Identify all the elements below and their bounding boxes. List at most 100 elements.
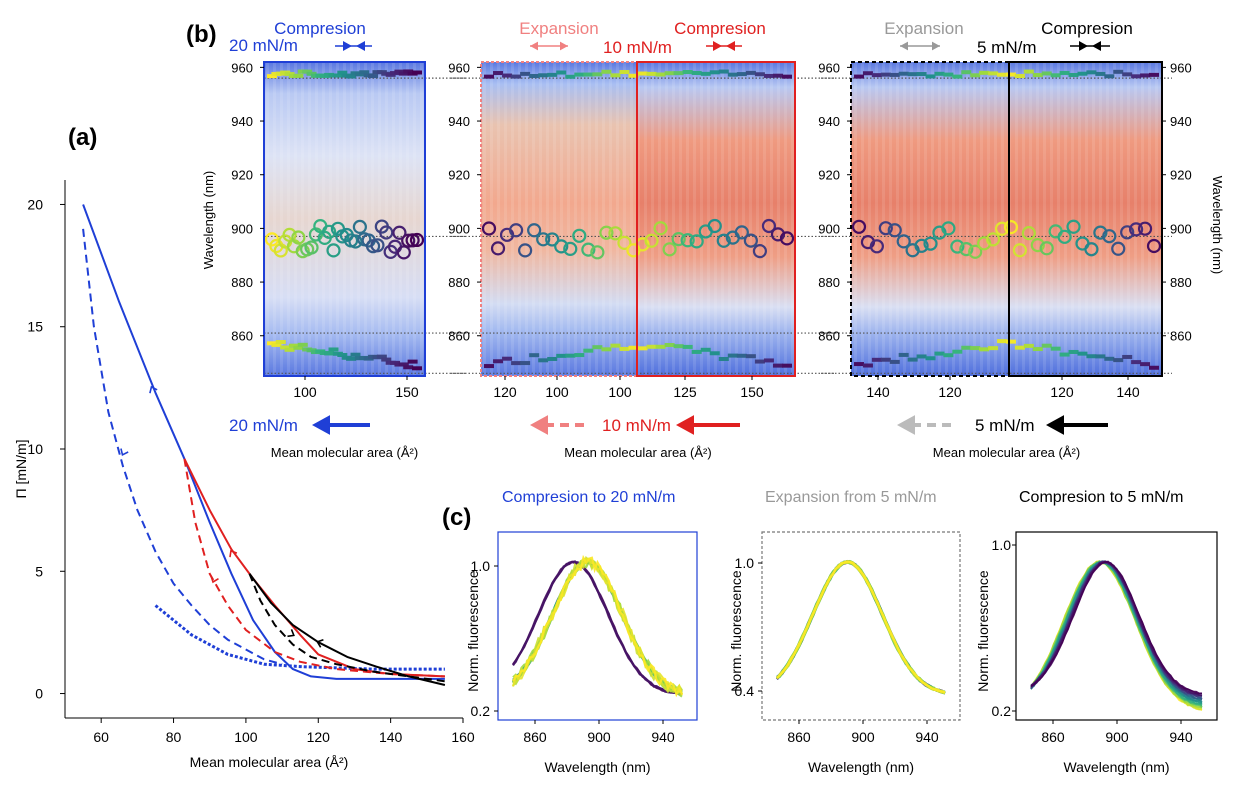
peak-marker-860 (646, 344, 657, 349)
peak-marker-860 (407, 359, 418, 364)
peak-marker-960 (359, 70, 370, 75)
panel-a: (a) 0 5 10 15 20 60 80 100 120 140 160 Mean molecula… (13, 124, 475, 770)
y-axis-label: Norm. fluorescence (728, 570, 744, 692)
peak-marker-860 (1149, 365, 1159, 370)
peak-marker-860 (1077, 351, 1088, 356)
y-tick-label-right: 940 (1170, 114, 1192, 129)
peak-marker-960 (1005, 72, 1016, 77)
peak-marker-960 (592, 72, 603, 77)
y-tick-label: 15 (27, 319, 43, 335)
peak-marker-960 (1104, 74, 1115, 79)
peak-marker-860 (337, 352, 348, 357)
peak-marker-960 (547, 72, 558, 77)
peak-marker-900 (581, 242, 596, 257)
peak-marker-860 (709, 351, 720, 356)
y-tick-label: 5 (35, 563, 43, 579)
pressure-arrow-label: 20 mN/m (229, 416, 298, 435)
peak-marker-900 (968, 244, 983, 259)
peak-marker-960 (664, 71, 675, 76)
x-tick-label: 150 (740, 384, 764, 400)
x-tick-label: 100 (545, 384, 569, 400)
heatmap-frame (263, 61, 426, 377)
peak-marker-900 (851, 219, 867, 234)
peak-marker-860 (655, 344, 666, 349)
peak-marker-860 (1032, 347, 1043, 352)
peak-marker-960 (610, 73, 621, 78)
expansion-arrow-head (900, 41, 908, 51)
peak-marker-960 (267, 74, 277, 79)
x-tick-label: 100 (234, 729, 258, 745)
direction-arrow-head (312, 415, 330, 435)
subplot-frame (761, 531, 961, 721)
peak-marker-860 (880, 357, 891, 362)
y-tick-label: 880 (448, 275, 470, 290)
peak-marker-900 (1084, 242, 1099, 257)
peak-marker-900 (554, 239, 569, 254)
x-axis-label: Wavelength (nm) (808, 759, 914, 775)
y-tick-label: 0.2 (992, 703, 1012, 719)
peak-marker-960 (1050, 73, 1061, 78)
peak-marker-960 (502, 73, 513, 78)
peak-marker-960 (601, 69, 612, 74)
y-tick-label: 10 (27, 441, 43, 457)
peak-marker-860 (565, 353, 576, 358)
direction-chevron (149, 385, 158, 394)
peak-marker-900 (707, 218, 722, 234)
expansion-arrow-head (560, 41, 568, 51)
peak-marker-960 (673, 71, 684, 76)
peak-marker-900 (1120, 225, 1135, 240)
peak-marker-960 (565, 74, 576, 79)
peak-marker-860 (547, 356, 558, 361)
x-axis-label: Mean molecular area (Å²) (271, 445, 418, 460)
peak-marker-860 (961, 345, 972, 350)
peak-marker-860 (727, 353, 738, 358)
peak-marker-900 (752, 244, 768, 259)
y-tick-label: 940 (448, 114, 470, 129)
peak-marker-860 (556, 353, 567, 358)
peak-marker-900 (490, 241, 506, 256)
peak-marker-960 (709, 70, 720, 75)
isotherm-line-2 (154, 604, 445, 671)
peak-marker-960 (1140, 73, 1151, 78)
peak-marker-860 (1140, 362, 1151, 367)
peak-marker-960 (1023, 69, 1034, 74)
peak-marker-960 (637, 71, 648, 76)
peak-marker-900 (291, 230, 306, 245)
peak-marker-900 (1066, 219, 1081, 234)
peak-marker-860 (412, 366, 422, 371)
peak-marker-960 (889, 72, 900, 77)
peak-marker-860 (297, 342, 308, 347)
x-axis-label: Mean molecular area (Å²) (564, 445, 711, 460)
peak-marker-960 (854, 74, 864, 79)
peak-marker-960 (1041, 71, 1052, 76)
peak-marker-900 (1030, 238, 1045, 253)
peak-marker-860 (1068, 349, 1079, 354)
peak-marker-960 (354, 72, 365, 77)
peak-marker-860 (736, 353, 747, 358)
peak-marker-960 (772, 73, 783, 78)
peak-marker-900 (662, 242, 677, 257)
peak-marker-860 (376, 354, 387, 359)
peak-marker-860 (280, 345, 291, 350)
heatmap-texture (851, 62, 1009, 376)
peak-marker-860 (1095, 354, 1106, 359)
panel-label-b: (b) (186, 21, 217, 48)
peak-marker-960 (736, 72, 747, 77)
expansion-arrow-head (530, 41, 538, 51)
peak-marker-860 (619, 346, 630, 351)
peak-marker-860 (538, 358, 549, 363)
peak-marker-860 (271, 342, 282, 347)
x-tick-label: 140 (866, 384, 890, 400)
peak-marker-900 (536, 232, 551, 247)
peak-marker-860 (763, 358, 774, 363)
peak-marker-860 (943, 353, 954, 358)
peak-marker-900 (401, 233, 416, 248)
direction-arrow-head (897, 415, 915, 435)
y-tick-label-right: 860 (1170, 329, 1192, 344)
peak-marker-960 (979, 70, 990, 75)
peak-marker-860 (403, 365, 414, 370)
peak-marker-960 (398, 71, 409, 76)
x-axis-label: Wavelength (nm) (544, 759, 650, 775)
peak-marker-860 (898, 352, 909, 357)
